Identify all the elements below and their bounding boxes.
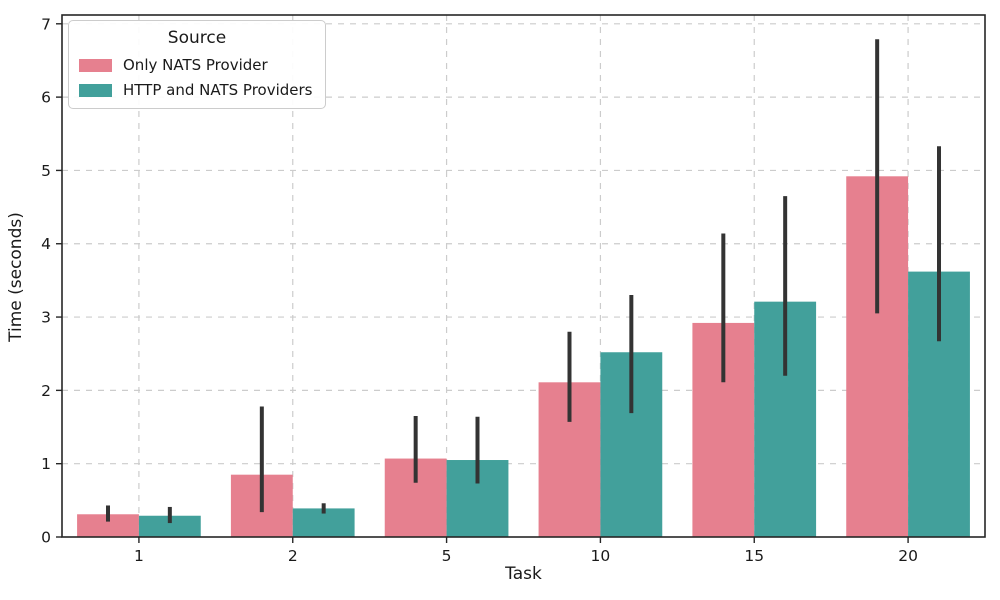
x-tick-label: 2 <box>288 547 298 565</box>
bar-only-nats-task-1 <box>77 514 139 537</box>
legend-item-only-nats: Only NATS Provider <box>79 56 317 74</box>
bar-http-nats-task-1 <box>138 515 201 537</box>
x-tick-label: 5 <box>442 547 452 565</box>
legend-label-only-nats: Only NATS Provider <box>123 56 268 74</box>
y-tick-label: 6 <box>41 89 51 107</box>
y-tick-label: 2 <box>41 382 51 400</box>
x-tick-label: 10 <box>591 547 611 565</box>
legend: Source Only NATS Provider HTTP and NATS … <box>68 20 326 109</box>
legend-item-http-nats: HTTP and NATS Providers <box>79 81 317 99</box>
y-tick-label: 3 <box>41 309 51 327</box>
y-tick-label: 7 <box>41 15 51 33</box>
legend-swatch-http-nats <box>79 83 112 97</box>
legend-swatch-only-nats <box>79 58 112 72</box>
legend-label-http-nats: HTTP and NATS Providers <box>123 81 313 99</box>
y-tick-label: 4 <box>41 235 51 253</box>
legend-title: Source <box>167 28 227 48</box>
y-tick-label: 5 <box>41 162 51 180</box>
x-tick-label: 20 <box>898 547 918 565</box>
y-tick-label: 1 <box>41 455 51 473</box>
x-tick-label: 1 <box>134 547 144 565</box>
x-axis-label: Task <box>505 564 542 584</box>
y-tick-label: 0 <box>41 529 51 547</box>
plot-border <box>61 14 986 538</box>
y-axis-label: Time (seconds) <box>6 212 26 342</box>
x-tick-label: 15 <box>744 547 764 565</box>
